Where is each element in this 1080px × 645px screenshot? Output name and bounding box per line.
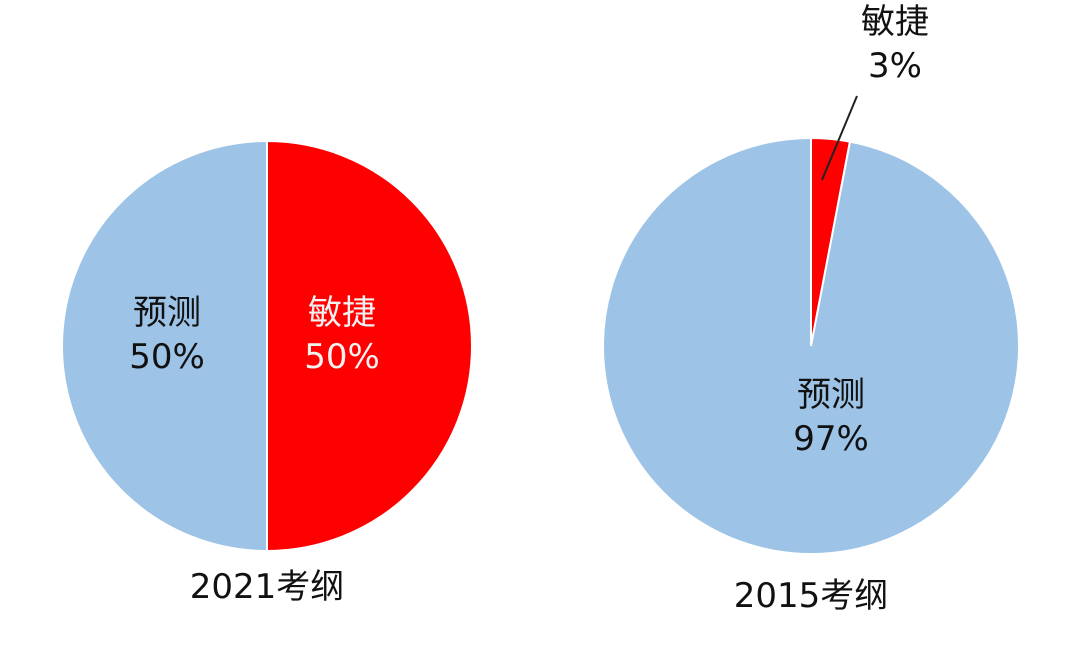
slice-name-label-1-0: 敏捷 [861,2,929,42]
leader-line-1 [821,95,858,181]
slice-value-label-1-0: 3% [868,46,922,86]
chart-title-0: 2021考纲 [190,567,345,607]
slice-value-label-1-1: 97% [793,419,869,459]
pie-slice-1-1 [602,136,1021,555]
pie-slice-0-1 [61,139,268,553]
slice-name-label-0-1: 预测 [133,293,201,333]
slice-value-label-0-0: 50% [304,337,380,377]
pie-slice-0-0 [266,139,473,553]
chart-title-1: 2015考纲 [734,576,889,616]
slice-value-label-0-1: 50% [129,337,205,377]
slice-name-label-1-1: 预测 [797,375,865,415]
slice-name-label-0-0: 敏捷 [308,293,376,333]
